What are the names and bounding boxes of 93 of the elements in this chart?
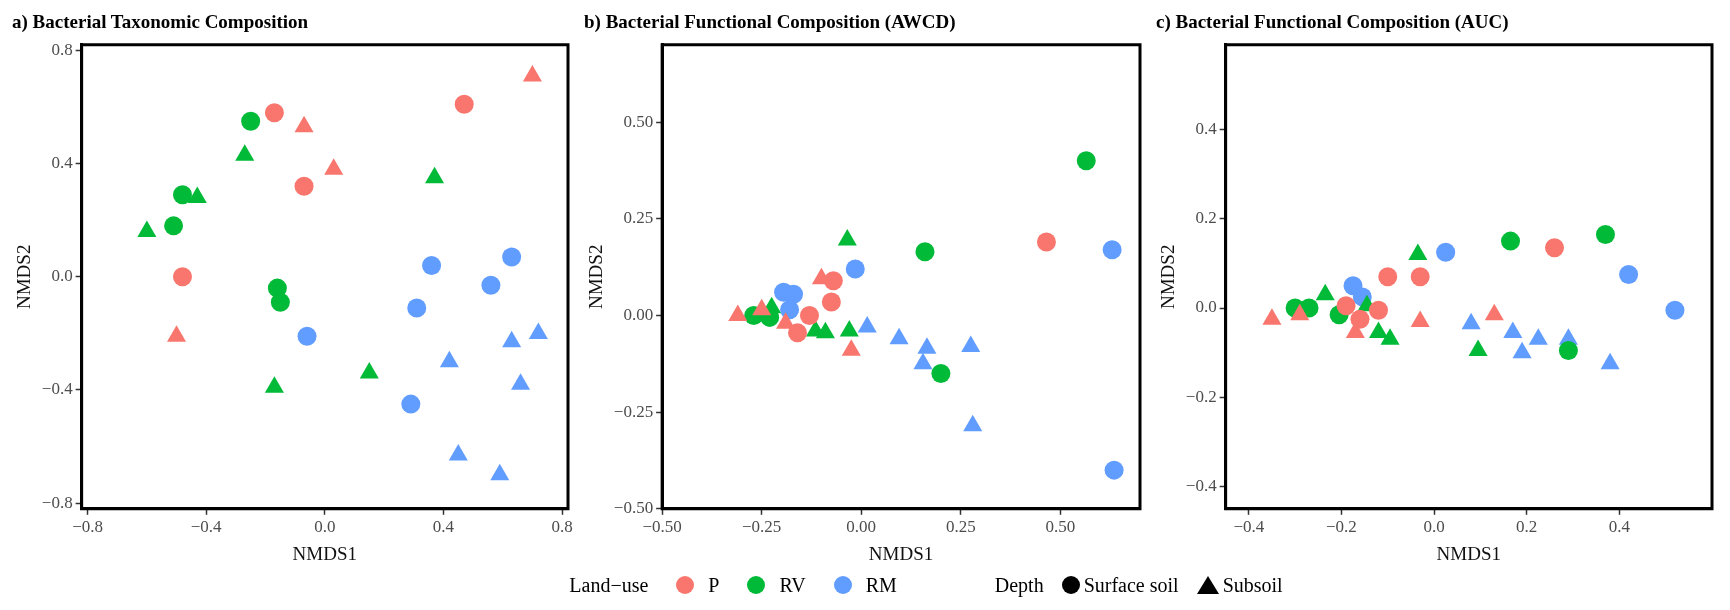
x-tick-label: −0.25 (742, 517, 782, 537)
chart-title: b) Bacterial Functional Composition (AWCD) (584, 11, 956, 34)
point (448, 444, 468, 461)
point (167, 325, 187, 342)
x-tick-label: −0.4 (1233, 517, 1265, 537)
x-tick-label: 0.4 (432, 517, 455, 537)
y-tick-label: 0.2 (1195, 208, 1217, 228)
legend-label: RV (779, 573, 806, 597)
point (297, 326, 317, 346)
point (839, 319, 859, 337)
point (454, 94, 474, 114)
point (799, 305, 819, 325)
chart-title: c) Bacterial Functional Composition (AUC) (1156, 11, 1509, 34)
text: Surface soil (1083, 573, 1179, 597)
y-axis-title: NMDS2 (13, 244, 35, 309)
point (511, 373, 531, 390)
x-tick-label: −0.2 (1326, 517, 1357, 537)
point (917, 337, 937, 354)
x-axis-title: NMDS1 (292, 542, 358, 564)
point (780, 300, 800, 320)
point (481, 275, 501, 295)
y-tick-label: 0.25 (623, 208, 654, 228)
x-tick-label: 0.00 (846, 517, 877, 537)
y-tick-label: 0.0 (1195, 297, 1217, 317)
point (728, 304, 748, 321)
x-tick-label: 0.0 (314, 517, 336, 537)
x-tick-label: 0.50 (1045, 517, 1076, 537)
point (264, 103, 284, 123)
point (776, 312, 796, 329)
legend-title: Land−use (569, 573, 649, 597)
x-tick-label: −0.50 (642, 517, 682, 537)
point (270, 292, 290, 312)
point (439, 350, 459, 368)
point (931, 363, 951, 383)
point (913, 352, 933, 370)
point (264, 376, 284, 393)
point (422, 255, 442, 275)
point (752, 298, 772, 316)
legend-label: RM (865, 573, 897, 597)
point (845, 259, 865, 279)
point (1076, 151, 1096, 171)
point (502, 247, 522, 267)
point (815, 321, 835, 339)
legend-label: P (708, 573, 720, 597)
point (963, 414, 983, 432)
point (294, 176, 314, 196)
point (164, 216, 184, 236)
x-tick-label: −0.4 (190, 517, 223, 537)
point (823, 271, 843, 291)
y-tick-label: −0.2 (1185, 386, 1217, 406)
x-axis-title: NMDS1 (868, 542, 934, 564)
point (821, 292, 841, 312)
y-tick-label: −0.8 (41, 492, 73, 512)
x-axis-title: NMDS1 (1436, 542, 1502, 564)
point (528, 322, 548, 339)
point (1036, 232, 1056, 252)
chart-title: a) Bacterial Taxonomic Composition (12, 11, 309, 34)
x-tick-label: 0.25 (945, 517, 976, 537)
y-tick-label: 0.4 (1195, 119, 1218, 139)
text: Depth (994, 573, 1044, 597)
y-tick-label: −0.25 (613, 401, 654, 421)
point (241, 111, 261, 131)
point (502, 330, 522, 348)
point (841, 339, 861, 356)
x-tick-label: 0.2 (1516, 517, 1538, 537)
y-tick-label: 0.8 (51, 39, 73, 59)
point (137, 220, 157, 238)
x-tick-label: 0.8 (551, 517, 573, 537)
point (788, 323, 808, 343)
y-axis-title: NMDS2 (585, 244, 607, 309)
x-tick-label: 0.0 (1423, 517, 1445, 537)
point (961, 335, 981, 352)
text: Subsoil (1222, 573, 1283, 597)
point (172, 185, 192, 205)
point (172, 267, 192, 287)
point (490, 463, 510, 481)
y-tick-label: 0.00 (623, 304, 654, 324)
y-tick-label: −0.4 (1185, 475, 1218, 495)
y-tick-label: −0.50 (613, 498, 654, 518)
y-tick-label: −0.4 (41, 379, 74, 399)
y-tick-label: 0.4 (51, 153, 74, 173)
y-axis-title: NMDS2 (1157, 244, 1179, 309)
point (857, 316, 877, 333)
point (359, 362, 379, 379)
point (407, 298, 427, 318)
y-tick-label: 0.0 (51, 266, 73, 286)
x-tick-label: 0.4 (1608, 517, 1631, 537)
point (1102, 240, 1122, 260)
point (915, 242, 935, 262)
y-tick-label: 0.50 (623, 111, 654, 131)
point (889, 327, 909, 345)
point (784, 284, 804, 304)
x-tick-label: −0.8 (72, 517, 103, 537)
